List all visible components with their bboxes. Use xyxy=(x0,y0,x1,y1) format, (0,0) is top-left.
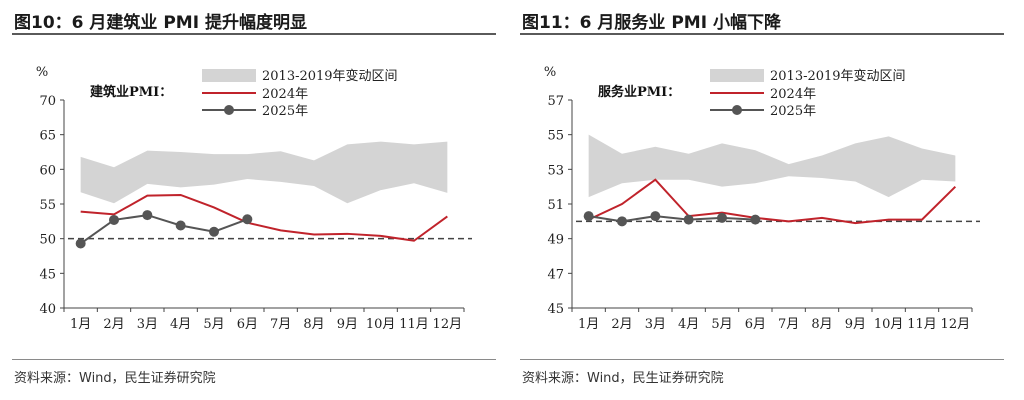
y-tick-label: 53 xyxy=(547,163,564,178)
series-line-2025 xyxy=(80,214,248,245)
x-tick-label: 10月 xyxy=(366,317,396,332)
y-tick-label: 47 xyxy=(547,267,564,282)
x-tick-label: 2月 xyxy=(103,317,124,332)
x-tick-label: 3月 xyxy=(645,317,666,332)
legend-marker-2025 xyxy=(732,105,742,115)
source-note: 资料来源：Wind，民生证券研究院 xyxy=(522,371,724,386)
x-tick-label: 11月 xyxy=(907,317,937,332)
y-tick-label: 57 xyxy=(547,94,564,109)
legend-swatch-range xyxy=(710,69,764,82)
footer-rule xyxy=(520,359,1004,360)
series-line-2024 xyxy=(80,193,448,242)
data-point-2025 xyxy=(650,211,661,222)
x-tick-label: 11月 xyxy=(399,317,429,332)
x-tick-label: 6月 xyxy=(745,317,766,332)
source-note: 资料来源：Wind，民生证券研究院 xyxy=(14,371,216,386)
x-tick-label: 12月 xyxy=(433,317,463,332)
x-tick-label: 1月 xyxy=(578,317,599,332)
range-band xyxy=(80,141,448,204)
x-tick-label: 9月 xyxy=(845,317,866,332)
unit-label: % xyxy=(36,65,48,80)
x-tick-label: 12月 xyxy=(941,317,971,332)
y-tick-label: 49 xyxy=(547,233,564,248)
legend-label-2025: 2025年 xyxy=(770,104,816,119)
legend-marker-2025 xyxy=(224,105,234,115)
series-label: 服务业PMI： xyxy=(598,84,680,100)
y-tick-label: 55 xyxy=(547,129,564,144)
legend-label-2025: 2025年 xyxy=(262,104,308,119)
data-point-2025 xyxy=(109,214,119,225)
y-tick-label: 70 xyxy=(39,94,56,109)
legend-label-2024: 2024年 xyxy=(262,87,308,102)
y-tick-label: 50 xyxy=(39,233,56,248)
title-rule xyxy=(520,33,1004,35)
series-line-2025 xyxy=(588,215,756,223)
construction-pmi-chart: % 40 45 50 55 60 65 70 1月 2月 3月 4月 5月 6月 7月 8月 9月 10月 11月 1… xyxy=(36,65,472,332)
y-tick-label: 60 xyxy=(39,163,56,178)
data-point-2025 xyxy=(717,212,727,223)
services-pmi-chart: % 45 47 49 51 53 55 57 1月 2月 3月 4月 5月 6月 7月 8月 9月 10月 11月 1… xyxy=(544,65,980,332)
footer-rule xyxy=(12,359,496,360)
x-tick-label: 2月 xyxy=(611,317,632,332)
x-tick-label: 5月 xyxy=(711,317,732,332)
title-rule xyxy=(12,33,496,35)
y-tick-label: 45 xyxy=(39,267,56,282)
x-tick-label: 7月 xyxy=(778,317,799,332)
series-line-2024 xyxy=(588,178,957,225)
data-point-2025 xyxy=(209,226,219,237)
x-tick-label: 4月 xyxy=(678,317,699,332)
legend-label-2024: 2024年 xyxy=(770,87,816,102)
unit-label: % xyxy=(544,65,556,80)
x-tick-label: 5月 xyxy=(203,317,224,332)
series-label: 建筑业PMI： xyxy=(90,84,172,100)
x-tick-label: 8月 xyxy=(303,317,324,332)
legend-swatch-range xyxy=(202,69,256,82)
legend-label-range: 2013-2019年变动区间 xyxy=(770,68,906,84)
data-point-2025 xyxy=(583,211,594,222)
x-tick-label: 3月 xyxy=(137,317,158,332)
x-tick-label: 7月 xyxy=(270,317,291,332)
y-tick-label: 40 xyxy=(39,302,56,317)
y-tick-label: 55 xyxy=(39,198,56,213)
chart-panel-services: 图11：6 月服务业 PMI 小幅下降 % 45 47 49 51 53 55 57 1月 2月 3… xyxy=(520,0,1016,400)
panel-title: 图10：6 月建筑业 PMI 提升幅度明显 xyxy=(14,13,307,33)
y-tick-label: 65 xyxy=(39,129,56,144)
x-tick-label: 6月 xyxy=(237,317,258,332)
y-tick-label: 45 xyxy=(547,302,564,317)
data-point-2025 xyxy=(683,214,694,225)
data-point-2025 xyxy=(175,220,186,231)
x-tick-label: 8月 xyxy=(811,317,832,332)
panel-title: 图11：6 月服务业 PMI 小幅下降 xyxy=(522,13,781,33)
chart-panel-construction: 图10：6 月建筑业 PMI 提升幅度明显 % 40 45 50 55 60 65 70 1月 2… xyxy=(12,0,508,400)
x-tick-label: 1月 xyxy=(70,317,91,332)
range-band xyxy=(588,134,956,198)
x-tick-label: 9月 xyxy=(337,317,358,332)
x-tick-label: 10月 xyxy=(874,317,904,332)
y-tick-label: 51 xyxy=(547,198,564,213)
data-point-2025 xyxy=(75,238,86,249)
x-tick-label: 4月 xyxy=(170,317,191,332)
data-point-2025 xyxy=(750,214,761,225)
legend-label-range: 2013-2019年变动区间 xyxy=(262,68,398,84)
data-point-2025 xyxy=(142,210,153,221)
data-point-2025 xyxy=(242,214,253,225)
data-point-2025 xyxy=(617,216,627,227)
